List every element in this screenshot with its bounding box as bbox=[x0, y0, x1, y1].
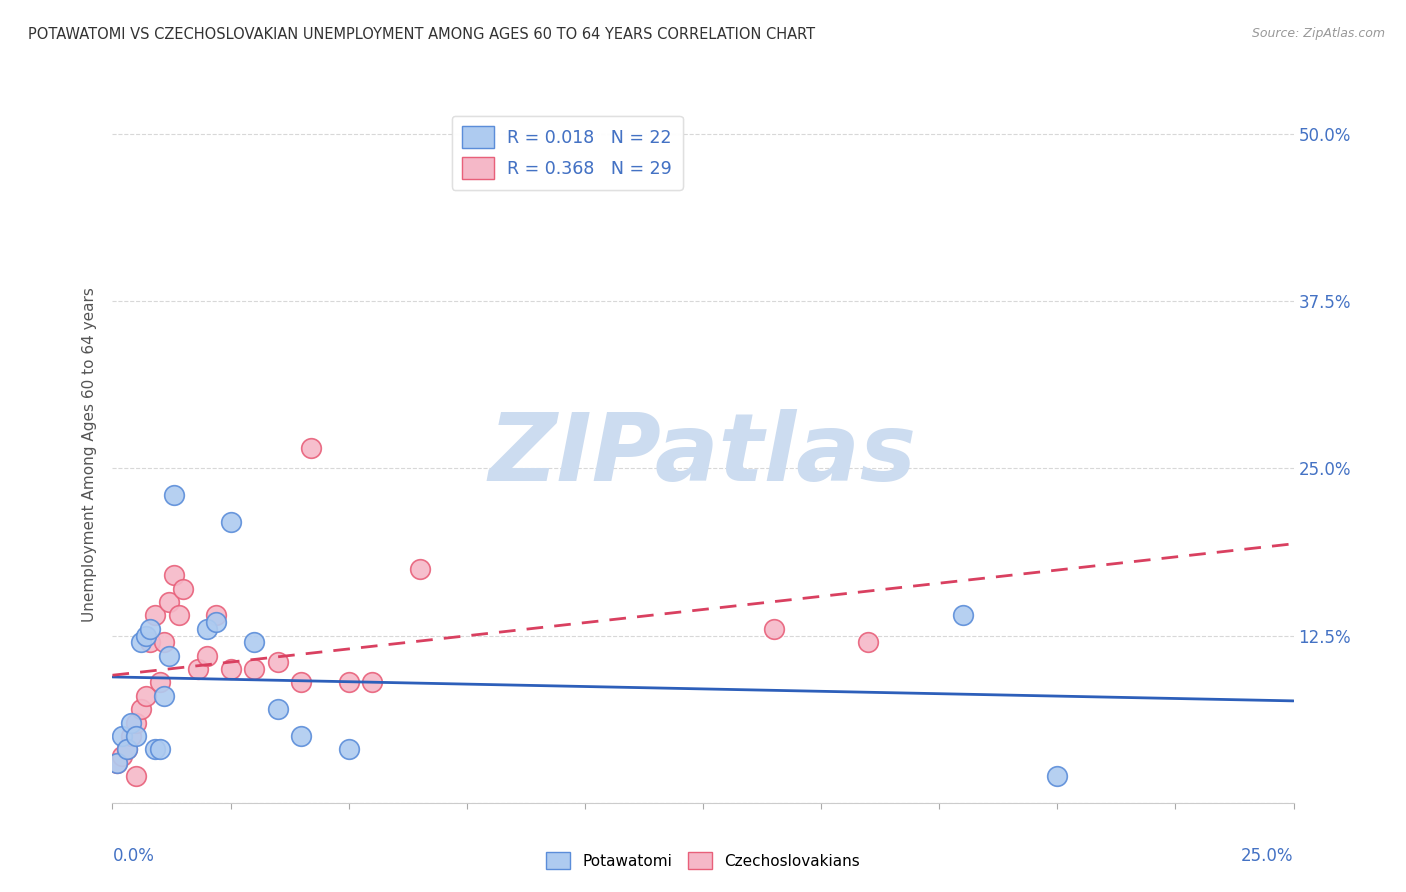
Point bbox=[129, 635, 152, 649]
Point bbox=[243, 662, 266, 676]
Point bbox=[143, 742, 166, 756]
Point bbox=[149, 675, 172, 690]
Point bbox=[167, 608, 190, 623]
Point bbox=[120, 729, 142, 743]
Point bbox=[186, 662, 208, 676]
Point bbox=[135, 689, 157, 703]
Point bbox=[129, 702, 152, 716]
Point bbox=[125, 769, 148, 783]
Point bbox=[115, 742, 138, 756]
Point bbox=[115, 742, 138, 756]
Point bbox=[337, 675, 360, 690]
Point bbox=[952, 608, 974, 623]
Point bbox=[361, 675, 384, 690]
Point bbox=[135, 628, 157, 642]
Point bbox=[143, 608, 166, 623]
Point bbox=[163, 488, 186, 502]
Text: 0.0%: 0.0% bbox=[112, 847, 155, 865]
Point bbox=[195, 648, 218, 663]
Point bbox=[219, 662, 242, 676]
Point bbox=[290, 675, 312, 690]
Point bbox=[157, 648, 180, 663]
Point bbox=[762, 622, 785, 636]
Point bbox=[1046, 769, 1069, 783]
Point bbox=[120, 715, 142, 730]
Point bbox=[153, 635, 176, 649]
Point bbox=[149, 742, 172, 756]
Text: POTAWATOMI VS CZECHOSLOVAKIAN UNEMPLOYMENT AMONG AGES 60 TO 64 YEARS CORRELATION: POTAWATOMI VS CZECHOSLOVAKIAN UNEMPLOYME… bbox=[28, 27, 815, 42]
Point bbox=[153, 689, 176, 703]
Y-axis label: Unemployment Among Ages 60 to 64 years: Unemployment Among Ages 60 to 64 years bbox=[82, 287, 97, 623]
Text: 25.0%: 25.0% bbox=[1241, 847, 1294, 865]
Point bbox=[267, 702, 290, 716]
Point bbox=[267, 655, 290, 669]
Point bbox=[125, 729, 148, 743]
Point bbox=[858, 635, 880, 649]
Text: Source: ZipAtlas.com: Source: ZipAtlas.com bbox=[1251, 27, 1385, 40]
Point bbox=[157, 595, 180, 609]
Point bbox=[408, 562, 430, 576]
Point bbox=[105, 756, 128, 770]
Point bbox=[290, 729, 312, 743]
Point bbox=[105, 756, 128, 770]
Point bbox=[205, 608, 228, 623]
Point bbox=[243, 635, 266, 649]
Point bbox=[111, 749, 134, 764]
Point bbox=[139, 622, 162, 636]
Point bbox=[172, 582, 194, 596]
Legend: R = 0.018   N = 22, R = 0.368   N = 29: R = 0.018 N = 22, R = 0.368 N = 29 bbox=[451, 116, 682, 190]
Point bbox=[337, 742, 360, 756]
Text: ZIPatlas: ZIPatlas bbox=[489, 409, 917, 501]
Legend: Potawatomi, Czechoslovakians: Potawatomi, Czechoslovakians bbox=[540, 846, 866, 875]
Point bbox=[195, 622, 218, 636]
Point bbox=[139, 635, 162, 649]
Point bbox=[299, 442, 322, 456]
Point bbox=[219, 515, 242, 529]
Point bbox=[163, 568, 186, 582]
Point bbox=[111, 729, 134, 743]
Point bbox=[125, 715, 148, 730]
Point bbox=[205, 615, 228, 630]
